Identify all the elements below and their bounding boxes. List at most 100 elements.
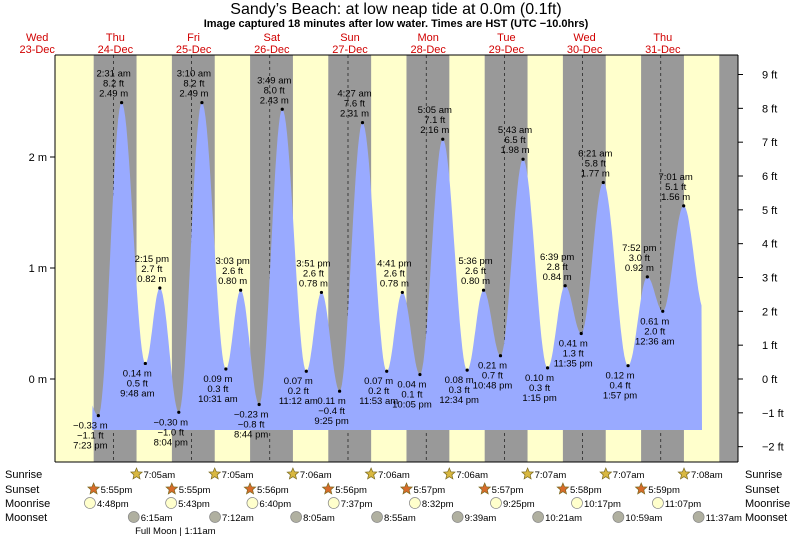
sunset-icon xyxy=(243,482,257,495)
tide-label: 6:21 am xyxy=(578,149,612,160)
tide-label: 2.31 m xyxy=(340,109,369,120)
ft-tick-label: 6 ft xyxy=(762,171,777,183)
sunrise-time: 7:05am xyxy=(222,470,254,481)
tide-label: 7:23 pm xyxy=(73,441,107,452)
sunrise-event: 7:06am xyxy=(442,467,488,481)
tide-label: 0.84 m xyxy=(543,272,572,283)
tide-label: 0.1 ft xyxy=(401,390,422,401)
tide-label: 0.08 m xyxy=(445,375,474,386)
tide-label: −1.0 ft xyxy=(157,427,184,438)
m-tick-label: 0 m xyxy=(29,374,47,386)
sunset-event: 5:56pm xyxy=(321,482,367,496)
tide-label: 1:15 pm xyxy=(522,393,556,404)
tide-label: 10:05 pm xyxy=(392,400,432,411)
day-name: Thu xyxy=(106,32,125,44)
tide-label: 1.77 m xyxy=(581,169,610,180)
high-tide-point: 5:36 pm2.6 ft0.80 m xyxy=(458,256,493,292)
tide-label: 3:51 pm xyxy=(296,258,330,269)
low-tide-point: −0.30 m−1.0 ft8:04 pm xyxy=(153,410,188,448)
sunrise-event: 7:07am xyxy=(521,467,567,481)
tide-label: 8.2 ft xyxy=(183,79,204,90)
moonset-event: 8:05am xyxy=(290,511,335,524)
moonset-icon xyxy=(371,511,383,523)
tide-label: 0.3 ft xyxy=(449,385,470,396)
day-name: Wed xyxy=(573,32,595,44)
moonset-time: 10:59am xyxy=(625,513,662,524)
tide-dot xyxy=(498,354,503,358)
tide-label: 0.09 m xyxy=(203,374,232,385)
tide-label: 2.43 m xyxy=(260,95,289,106)
low-tide-point: −0.23 m−0.8 ft8:44 pm xyxy=(234,402,269,441)
low-tide-point: 0.10 m0.3 ft1:15 pm xyxy=(522,366,557,404)
tide-label: 0.4 ft xyxy=(609,381,630,392)
tide-dot xyxy=(360,120,365,125)
moonset-event: 9:39am xyxy=(451,511,496,524)
moonrise-icon xyxy=(84,497,96,509)
sunset-time: 5:56pm xyxy=(257,485,289,496)
sunset-event: 5:57pm xyxy=(399,482,445,496)
tide-dot xyxy=(682,204,686,208)
tide-label: 0.2 ft xyxy=(368,386,389,397)
tide-label: 0.5 ft xyxy=(127,378,148,389)
tide-label: 9:48 am xyxy=(120,388,154,399)
sunset-icon xyxy=(399,482,414,495)
tide-label: 2:31 am xyxy=(96,69,130,80)
tide-dot xyxy=(441,137,445,141)
tide-label: 0.07 m xyxy=(364,376,393,387)
sunrise-icon xyxy=(129,467,144,480)
day-date: 31-Dec xyxy=(645,44,681,56)
tide-label: 3:03 pm xyxy=(215,256,249,267)
moonrise-event: 7:37pm xyxy=(327,497,373,510)
row-label-left: Sunrise xyxy=(5,469,42,481)
moonrise-event: 5:43pm xyxy=(165,497,210,510)
sunrise-time: 7:06am xyxy=(378,470,410,481)
tide-label: 2.0 ft xyxy=(644,326,665,337)
sunrise-time: 7:07am xyxy=(535,470,567,481)
moonrise-event: 11:07pm xyxy=(652,497,701,510)
tide-dot xyxy=(465,368,469,372)
tide-dot xyxy=(304,369,308,373)
high-tide-point: 3:03 pm2.6 ft0.80 m xyxy=(215,256,250,292)
sunrise-event: 7:06am xyxy=(364,467,410,481)
tide-label: 2.6 ft xyxy=(465,266,486,277)
ft-tick-label: 8 ft xyxy=(762,103,777,115)
moonrise-icon xyxy=(490,497,502,509)
sunset-time: 5:55pm xyxy=(101,485,133,496)
tide-dot xyxy=(257,402,261,407)
tide-label: 11:53 am xyxy=(359,396,398,407)
tide-label: 4:27 am xyxy=(337,89,371,100)
tide-label: 2.6 ft xyxy=(384,268,405,279)
sunset-icon xyxy=(556,482,570,495)
tide-label: 0.14 m xyxy=(123,368,152,379)
sunset-time: 5:56pm xyxy=(335,485,367,496)
row-label-right: Moonset xyxy=(745,512,787,524)
day-date: 24-Dec xyxy=(98,44,134,56)
row-label-left: Sunset xyxy=(5,484,39,496)
full-moon-note: Full Moon | 1:11am xyxy=(135,526,216,537)
tide-dot xyxy=(239,288,243,292)
sunset-event: 5:57pm xyxy=(478,482,523,496)
moonrise-icon xyxy=(409,497,421,509)
ft-tick-label: 9 ft xyxy=(762,70,777,82)
moonrise-time: 7:37pm xyxy=(341,499,373,510)
day-labels: Wed23-DecThu24-DecFri25-DecSat26-DecSun2… xyxy=(19,32,681,56)
tide-label: 5:36 pm xyxy=(458,256,492,267)
m-tick-label: 1 m xyxy=(29,263,47,275)
tide-dot xyxy=(280,107,284,111)
tide-dot xyxy=(645,275,649,279)
moonset-icon xyxy=(290,511,302,523)
moonset-event: 11:37am xyxy=(692,511,742,524)
sunset-icon xyxy=(321,482,335,495)
moonrise-time: 5:43pm xyxy=(178,499,210,510)
tide-dot xyxy=(319,290,324,295)
moonset-time: 10:21am xyxy=(545,513,582,524)
moonrise-event: 10:17pm xyxy=(571,497,621,510)
high-tide-point: 3:10 am8.2 ft2.49 m xyxy=(177,69,211,105)
tide-label: 0.78 m xyxy=(299,278,328,289)
sunset-icon xyxy=(165,482,179,495)
tide-label: 8:04 pm xyxy=(154,437,188,448)
high-tide-point: 3:49 am8.0 ft2.43 m xyxy=(257,75,291,111)
tide-label: 7.6 ft xyxy=(344,99,365,110)
